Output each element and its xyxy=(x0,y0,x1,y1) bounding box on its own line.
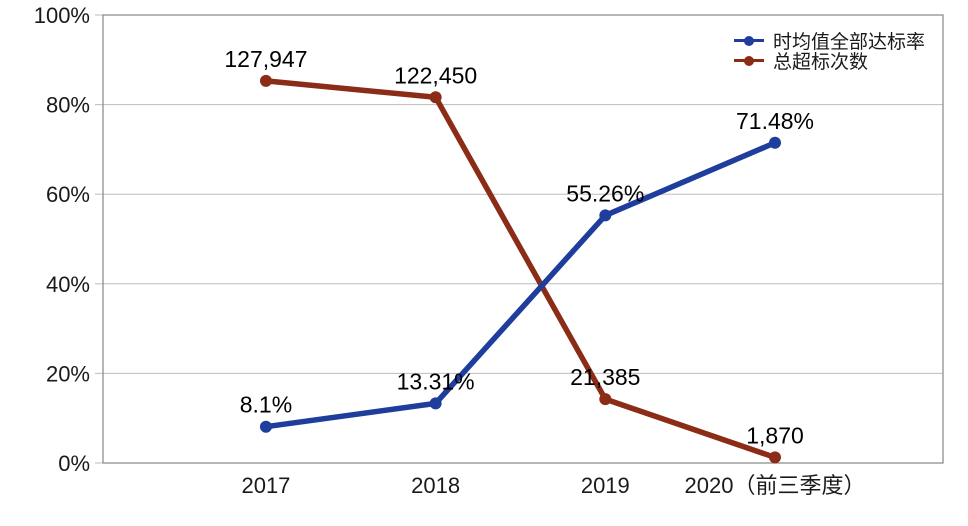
y-tick-label: 100% xyxy=(34,3,90,28)
y-tick-label: 40% xyxy=(46,272,90,297)
data-point-marker xyxy=(599,393,612,406)
x-tick-label: 2019 xyxy=(581,473,630,498)
legend: 时均值全部达标率 总超标次数 xyxy=(734,31,925,73)
line-marker-icon xyxy=(734,35,764,47)
series-line xyxy=(263,78,778,461)
data-point-marker xyxy=(599,209,612,222)
x-tick-label: 2017 xyxy=(241,473,290,498)
data-point-marker xyxy=(259,74,272,87)
data-label: 122,450 xyxy=(394,62,477,88)
data-point-marker xyxy=(259,420,272,433)
y-tick-label: 20% xyxy=(46,361,90,386)
series-line xyxy=(263,140,778,430)
y-tick-label: 0% xyxy=(58,451,90,476)
data-point-marker xyxy=(769,451,781,464)
plot-border xyxy=(102,14,944,464)
data-label: 71.48% xyxy=(736,108,814,134)
legend-label: 总超标次数 xyxy=(773,52,869,73)
data-point-marker xyxy=(429,397,442,410)
y-tick-label: 60% xyxy=(46,182,90,207)
data-point-marker xyxy=(769,136,781,149)
line-marker-icon xyxy=(734,55,764,67)
y-tick-label: 80% xyxy=(46,93,90,118)
data-label: 13.31% xyxy=(397,368,475,394)
legend-item-exceedance-count: 总超标次数 xyxy=(734,51,925,73)
data-label: 1,870 xyxy=(746,422,804,448)
x-tick-label: 2020（前三季度） xyxy=(685,473,866,498)
data-point-marker xyxy=(429,91,442,104)
legend-label: 时均值全部达标率 xyxy=(773,32,926,53)
data-label: 8.1% xyxy=(240,392,292,418)
data-label: 55.26% xyxy=(566,180,644,206)
x-tick-label: 2018 xyxy=(411,473,460,498)
data-label: 21,385 xyxy=(570,364,640,390)
legend-item-compliance-rate: 时均值全部达标率 xyxy=(734,31,925,53)
data-label: 127,947 xyxy=(224,46,307,72)
